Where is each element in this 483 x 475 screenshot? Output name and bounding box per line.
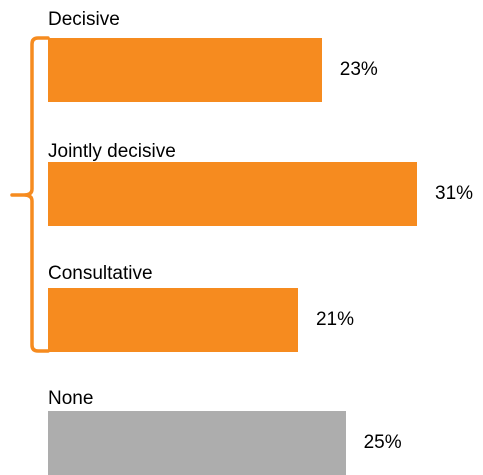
value-label-decisive: 23% xyxy=(339,59,378,80)
category-label-consultative: Consultative xyxy=(48,263,153,284)
bar-none xyxy=(48,411,346,475)
bracket-line xyxy=(10,36,50,353)
category-label-jointly-decisive: Jointly decisive xyxy=(48,141,176,162)
bar-jointly-decisive xyxy=(48,162,417,226)
category-label-none: None xyxy=(48,388,94,409)
bar-consultative xyxy=(48,288,298,352)
category-label-decisive: Decisive xyxy=(48,9,120,30)
bar-decisive xyxy=(48,38,322,102)
value-label-consultative: 21% xyxy=(315,309,354,330)
value-label-none: 25% xyxy=(363,432,402,453)
value-label-jointly-decisive: 31% xyxy=(435,183,474,204)
